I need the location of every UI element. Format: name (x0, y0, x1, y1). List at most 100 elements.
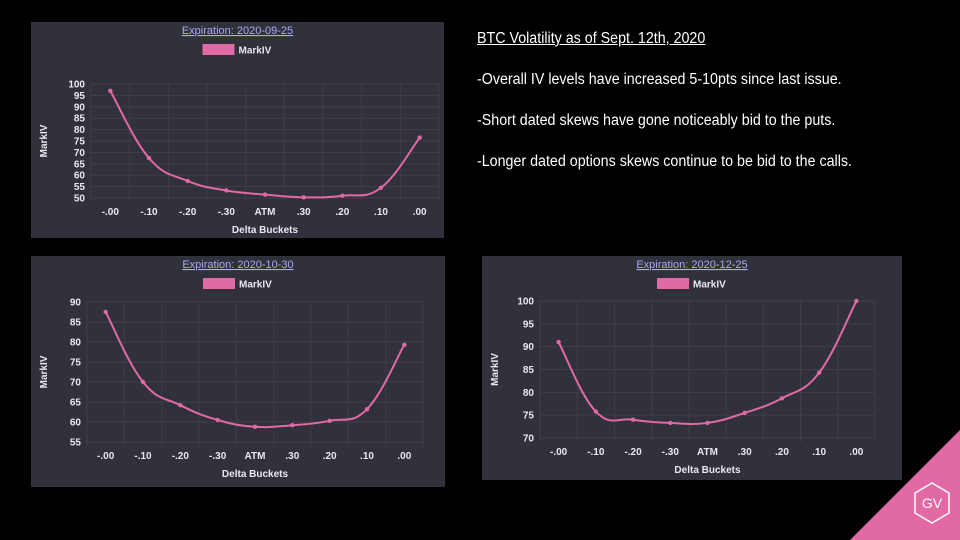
y-tick-label: 95 (74, 91, 86, 102)
y-tick-label: 80 (523, 388, 535, 399)
y-tick-label: 65 (70, 398, 82, 409)
data-point (290, 423, 295, 428)
series-line-markiv (557, 300, 858, 425)
x-axis-label: Delta Buckets (232, 225, 299, 236)
y-axis-label: MarkIV (490, 353, 501, 386)
y-tick-label: 80 (70, 338, 82, 349)
y-tick-label: 75 (523, 411, 535, 422)
y-axis-label: MarkIV (39, 355, 50, 388)
x-axis-label: Delta Buckets (674, 465, 741, 476)
data-point (364, 407, 370, 412)
chart-2020-09-25: Expiration: 2020-09-25 MarkIV 505560657075… (39, 25, 440, 236)
data-point (378, 185, 384, 190)
x-tick-label: .10 (812, 447, 826, 458)
x-tick-label: ATM (245, 451, 266, 462)
y-tick-label: 55 (74, 182, 86, 193)
data-point (224, 188, 229, 193)
data-point (593, 409, 599, 414)
data-point (185, 178, 190, 184)
x-tick-label: -.10 (587, 447, 605, 458)
data-point (146, 155, 152, 161)
x-tick-label: ATM (697, 447, 718, 458)
chart-2020-12-25: Expiration: 2020-12-25 MarkIV 70 75 80 85 90 95… (490, 259, 876, 476)
data-point (630, 417, 636, 422)
chart-2020-10-30: Expiration: 2020-10-30 MarkIV 55 60 65 70 75 80… (39, 259, 424, 480)
data-point (252, 424, 258, 429)
y-tick-label: 70 (523, 434, 535, 445)
data-point (779, 396, 785, 401)
notes-title: BTC Volatility as of Sept. 12th, 2020 (477, 30, 706, 47)
commentary: BTC Volatility as of Sept. 12th, 2020 -O… (477, 30, 909, 194)
gv-logo: GV (850, 430, 960, 540)
x-tick-label: .20 (775, 447, 789, 458)
x-tick-label: .30 (297, 207, 311, 218)
data-point (108, 88, 113, 94)
y-tick-label: 90 (523, 342, 535, 353)
y-tick-label: 85 (70, 318, 82, 329)
x-tick-label: -.00 (102, 207, 120, 218)
y-axis-label: MarkIV (39, 124, 50, 157)
x-tick-label: -.10 (134, 451, 152, 462)
legend-label: MarkIV (239, 46, 272, 57)
y-tick-label: 60 (70, 418, 82, 429)
data-point (215, 417, 220, 423)
note-bullet-1: -Overall IV levels have increased 5-10pt… (477, 71, 842, 88)
data-point (301, 195, 306, 200)
chart-panel-1: Expiration: 2020-09-25 MarkIV 50 55 60 65 70 75… (31, 22, 444, 238)
x-tick-label: .10 (374, 207, 388, 218)
data-point (262, 192, 268, 197)
logo-triangle (850, 430, 960, 540)
data-point (705, 420, 710, 426)
data-point (103, 309, 108, 315)
y-tick-label: 75 (74, 137, 86, 148)
y-tick-label: 100 (517, 297, 534, 308)
data-point (668, 420, 673, 426)
logo-hexagon-icon (914, 482, 950, 524)
x-tick-label: -.20 (624, 447, 642, 458)
chart-title: Expiration: 2020-10-30 (182, 259, 293, 271)
x-tick-label: .30 (738, 447, 752, 458)
x-tick-label: -.30 (209, 451, 227, 462)
logo-text: GV (922, 495, 943, 511)
y-tick-label: 100 (68, 80, 85, 91)
note-bullet-2: -Short dated skews have gone noticeably … (477, 112, 836, 129)
y-tick-label: 80 (74, 125, 86, 136)
y-tick-label: 90 (70, 298, 82, 309)
y-tick-label: 60 (74, 171, 86, 182)
y-tick-label: 70 (74, 148, 86, 159)
x-tick-label: .00 (397, 451, 411, 462)
x-tick-label: .20 (323, 451, 337, 462)
data-point (417, 135, 422, 140)
chart-panel-2: Expiration: 2020-10-30 MarkIV 55 60 65 70 75 80… (31, 256, 445, 487)
chart-title: Expiration: 2020-09-25 (182, 25, 293, 37)
chart-title: Expiration: 2020-12-25 (636, 259, 747, 271)
data-point (742, 410, 747, 416)
x-tick-label: ATM (255, 207, 276, 218)
legend-swatch (202, 44, 235, 55)
data-point (178, 403, 183, 408)
legend-swatch (203, 278, 235, 289)
data-point (556, 339, 561, 345)
y-tick-label: 50 (74, 194, 86, 205)
chart-panel-3: Expiration: 2020-12-25 MarkIV 70 75 80 85 90 95… (482, 256, 902, 480)
x-tick-label: -.20 (179, 207, 197, 218)
x-tick-label: -.00 (97, 451, 115, 462)
x-tick-label: -.30 (662, 447, 680, 458)
series-line-markiv (104, 311, 406, 429)
legend-swatch (657, 278, 689, 289)
x-tick-label: -.30 (218, 207, 236, 218)
x-tick-label: .20 (335, 207, 349, 218)
y-tick-label: 75 (70, 358, 82, 369)
data-point (340, 193, 345, 198)
x-tick-label: .30 (285, 451, 299, 462)
x-tick-label: -.00 (550, 447, 568, 458)
data-point (140, 379, 146, 385)
y-tick-label: 65 (74, 159, 86, 170)
x-tick-label: -.10 (140, 207, 158, 218)
y-tick-label: 85 (523, 365, 535, 376)
x-tick-label: .10 (360, 451, 374, 462)
x-tick-label: -.20 (172, 451, 190, 462)
data-point (327, 418, 332, 423)
data-point (816, 370, 822, 375)
y-tick-label: 70 (70, 378, 82, 389)
